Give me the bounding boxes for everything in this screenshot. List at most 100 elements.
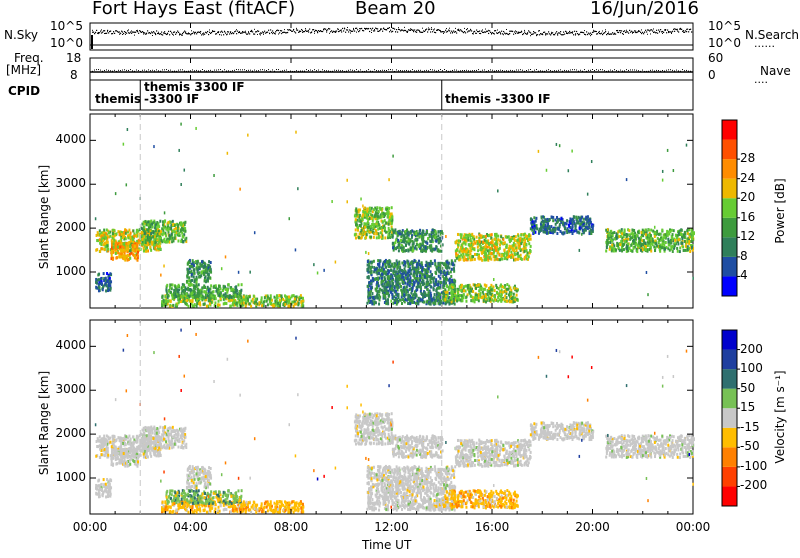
power-echo [494, 238, 496, 241]
noise-point [497, 29, 498, 30]
nave-point [466, 70, 467, 71]
nave-point [138, 70, 139, 71]
nave-point [282, 70, 283, 71]
power-echo [103, 279, 105, 282]
power-echo [253, 295, 255, 298]
power-echo [360, 237, 362, 240]
nave-point [428, 70, 429, 71]
power-echo [512, 248, 514, 251]
nave-point [456, 70, 457, 71]
noise-point [596, 31, 597, 32]
noise-point [308, 30, 309, 31]
power-echo [458, 250, 460, 253]
noise-point [120, 33, 121, 34]
power-echo [401, 273, 403, 276]
noise-point [197, 32, 198, 33]
nave-point [250, 70, 251, 71]
power-echo [408, 243, 410, 246]
nave-point [582, 71, 583, 72]
nave-point [656, 70, 657, 71]
nave-point [226, 71, 227, 72]
noise-point [539, 30, 540, 31]
power-echo [505, 236, 507, 239]
nave-point [448, 71, 449, 72]
noise-point [382, 31, 383, 32]
noise-point [208, 34, 209, 35]
power-echo [413, 259, 415, 262]
power-echo [167, 240, 169, 243]
power-echo [207, 294, 209, 297]
nave-point [114, 70, 115, 71]
noise-point [96, 30, 97, 31]
nave-point [506, 70, 507, 71]
power-echo [469, 244, 471, 247]
power-echo [136, 244, 138, 247]
power-echo [416, 262, 418, 265]
noise-point [443, 33, 444, 34]
noise-point [653, 28, 654, 29]
power-echo [437, 287, 439, 290]
nave-point [386, 70, 387, 71]
power-echo [356, 210, 358, 213]
power-echo [512, 255, 514, 258]
power-echo [499, 258, 501, 261]
power-echo [499, 243, 501, 246]
noise-point [566, 33, 567, 34]
nave-point [458, 71, 459, 72]
power-echo [520, 242, 522, 245]
noise-point [188, 32, 189, 33]
power-echo [274, 299, 276, 302]
noise-point [100, 31, 101, 32]
power-echo [389, 261, 391, 264]
noise-point [419, 30, 420, 31]
power-echo [194, 272, 196, 275]
power-echo [412, 240, 414, 243]
power-echo [225, 292, 227, 295]
nave-point [424, 70, 425, 71]
power-echo [382, 220, 384, 223]
power-echo [513, 237, 515, 240]
power-echo [355, 237, 357, 240]
power-echo [403, 281, 405, 284]
power-echo [420, 286, 422, 289]
power-echo [158, 240, 160, 243]
power-echo [415, 232, 417, 235]
nave-point [510, 70, 511, 71]
noise-point [196, 33, 197, 34]
nave-point [188, 71, 189, 72]
nave-point [304, 71, 305, 72]
power-echo [239, 293, 241, 296]
power-echo [197, 295, 199, 298]
nave-point [248, 70, 249, 71]
power-echo [482, 241, 484, 244]
noise-point [178, 32, 179, 33]
nave-point [592, 69, 593, 70]
power-echo [384, 270, 386, 273]
nave-point [374, 69, 375, 70]
noise-point [245, 32, 246, 33]
nave-point [272, 69, 273, 70]
nave-point [320, 71, 321, 72]
power-echo [377, 215, 379, 218]
noise-point [137, 31, 138, 32]
noise-point [440, 30, 441, 31]
power-echo [194, 290, 196, 293]
power-echo [387, 211, 389, 214]
noise-point [332, 32, 333, 33]
power-echo [378, 303, 380, 306]
noise-point [545, 34, 546, 35]
power-echo [378, 265, 380, 268]
nave-point [622, 71, 623, 72]
power-echo [179, 297, 181, 300]
power-echo [530, 245, 532, 248]
power-echo [186, 280, 188, 283]
noise-point [555, 33, 556, 34]
noise-point [219, 34, 220, 35]
power-echo [376, 224, 378, 227]
nave-point [310, 70, 311, 71]
power-echo [508, 255, 510, 258]
noise-point [164, 31, 165, 32]
noise-point [495, 30, 496, 31]
noise-point [156, 30, 157, 31]
power-echo [392, 246, 394, 249]
